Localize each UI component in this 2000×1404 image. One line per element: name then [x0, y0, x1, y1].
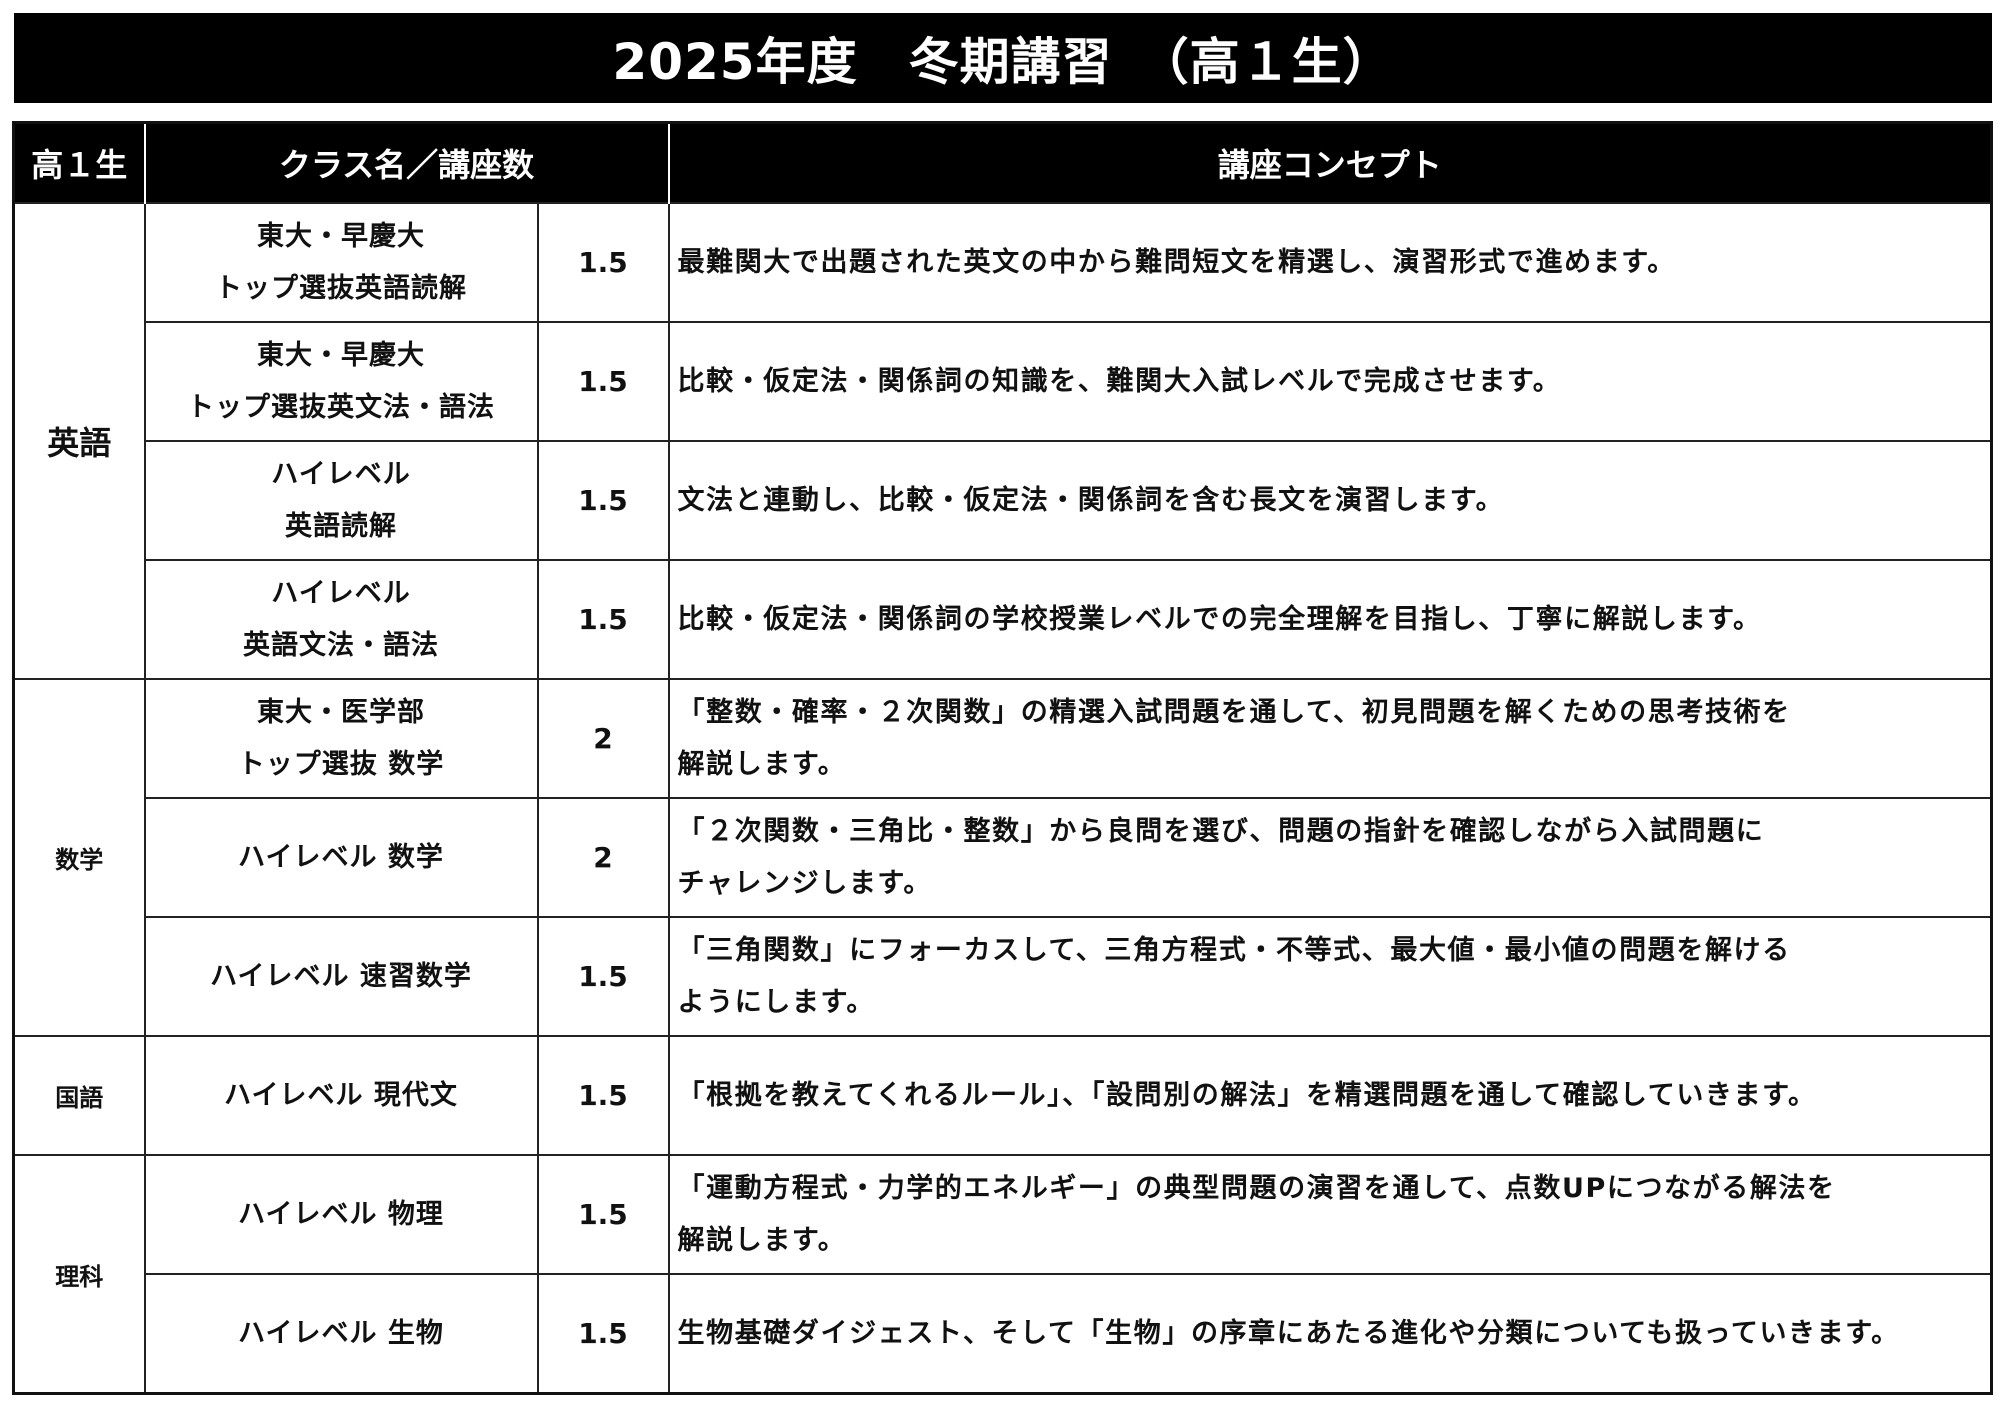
course-count-cell: 1.5	[536, 440, 670, 561]
class-name-line: ハイレベル	[271, 458, 411, 490]
table-row: 理科 ハイレベル 物理 1.5 「運動方程式・力学的エネルギー」の典型問題の演習を通し…	[12, 1154, 1993, 1395]
table-row: 英語 東大・早慶大 トップ選抜英語読解 1.5 最難関大で出題された英文の中から難問短文…	[12, 202, 1993, 680]
concept-cell: 比較・仮定法・関係詞の知識を、難関大入試レベルで完成させます。	[667, 321, 1993, 442]
course-count-cell: 1.5	[536, 559, 670, 680]
subject-cell: 理科	[12, 1154, 146, 1395]
table-row: 数学 東大・医学部 トップ選抜 数学 2 「整数・確率・２次関数」の精選入試問題を通して…	[12, 678, 1993, 1037]
class-name-line: 英語読解	[285, 510, 397, 542]
concept-cell: 「根拠を教えてくれるルール」、「設問別の解法」を精選問題を通して確認していきます…	[667, 1035, 1993, 1156]
class-name-line: ハイレベル 数学	[238, 841, 444, 873]
class-name-line: トップ選抜英文法・語法	[187, 391, 495, 423]
class-name-cell: 東大・早慶大トップ選抜英語読解	[143, 202, 539, 323]
course-count-cell: 1.5	[536, 321, 670, 442]
concept-line: 比較・仮定法・関係詞の知識を、難関大入試レベルで完成させます。	[677, 365, 1562, 397]
concept-line: チャレンジします。	[677, 867, 932, 899]
concept-line: 「根拠を教えてくれるルール」、「設問別の解法」を精選問題を通して確認していきます…	[677, 1079, 1817, 1111]
class-name-line: 東大・早慶大	[257, 220, 425, 252]
class-name-cell: ハイレベル 現代文	[143, 1035, 539, 1156]
concept-cell: 「三角関数」にフォーカスして、三角方程式・不等式、最大値・最小値の問題を解けるよ…	[667, 916, 1993, 1037]
concept-line: 解説します。	[677, 1224, 847, 1256]
class-name-cell: ハイレベル 英語読解	[143, 440, 539, 561]
class-name-cell: ハイレベル 速習数学	[143, 916, 539, 1037]
concept-cell: 比較・仮定法・関係詞の学校授業レベルでの完全理解を目指し、丁寧に解説します。	[667, 559, 1993, 680]
course-count-cell: 1.5	[536, 202, 670, 323]
class-name-line: ハイレベル 現代文	[224, 1079, 458, 1111]
class-name-line: 東大・医学部	[257, 696, 425, 728]
class-name-line: トップ選抜英語読解	[215, 272, 467, 304]
course-count-cell: 1.5	[536, 1035, 670, 1156]
subject-cell: 数学	[12, 678, 146, 1037]
concept-cell: 最難関大で出題された英文の中から難問短文を精選し、演習形式で進めます。	[667, 202, 1993, 323]
class-name-cell: 東大・医学部 トップ選抜 数学	[143, 678, 539, 799]
table-row: ハイレベル 英語文法・語法 1.5 比較・仮定法・関係詞の学校授業レベルでの完全理解を…	[14, 559, 1993, 680]
concept-line: 「２次関数・三角比・整数」から良問を選び、問題の指針を確認しながら入試問題に	[677, 815, 1765, 847]
table-row: ハイレベル 数学 2 「２次関数・三角比・整数」から良問を選び、問題の指針を確認しな…	[14, 797, 1993, 918]
table-row: 東大・早慶大 トップ選抜英文法・語法 1.5 比較・仮定法・関係詞の知識を、難関大入試…	[14, 321, 1993, 442]
concept-line: 生物基礎ダイジェスト、そして「生物」の序章にあたる進化や分類についても扱っていき…	[677, 1317, 1900, 1349]
course-count-cell: 1.5	[536, 1154, 670, 1275]
class-name-line: ハイレベル	[271, 577, 411, 609]
table-row: 国語 ハイレベル 現代文 1.5 「根拠を教えてくれるルール」、「設問別の解法」を精選…	[12, 1035, 1993, 1156]
class-name-line: ハイレベル 速習数学	[210, 960, 472, 992]
course-count-cell: 2	[536, 678, 670, 799]
concept-line: 「三角関数」にフォーカスして、三角方程式・不等式、最大値・最小値の問題を解ける	[677, 934, 1791, 966]
concept-line: 解説します。	[677, 748, 847, 780]
class-name-line: トップ選抜 数学	[237, 748, 445, 780]
course-table: 高１生 クラス名／講座数 講座コンセプト 英語 東大・早慶大 トップ選抜英語読解 1.…	[12, 121, 1993, 1395]
class-name-cell: ハイレベル英語文法・語法	[143, 559, 539, 680]
page-title: 2025年度 冬期講習 （高１生）	[14, 13, 1992, 103]
class-name-cell: ハイレベル 数学	[143, 797, 539, 918]
concept-line: 文法と連動し、比較・仮定法・関係詞を含む長文を演習します。	[677, 484, 1505, 516]
concept-cell: 「運動方程式・力学的エネルギー」の典型問題の演習を通して、点数UPにつながる解法…	[667, 1154, 1993, 1275]
header-class: クラス名／講座数	[143, 122, 669, 203]
course-count-cell: 2	[536, 797, 670, 918]
concept-cell: 生物基礎ダイジェスト、そして「生物」の序章にあたる進化や分類についても扱っていき…	[667, 1273, 1993, 1395]
table-row: ハイレベル 速習数学 1.5 「三角関数」にフォーカスして、三角方程式・不等式、最大…	[14, 916, 1993, 1037]
concept-line: 比較・仮定法・関係詞の学校授業レベルでの完全理解を目指し、丁寧に解説します。	[677, 603, 1762, 635]
table-header-row: 高１生 クラス名／講座数 講座コンセプト	[13, 122, 1992, 203]
header-concept: 講座コンセプト	[667, 122, 1992, 203]
course-count-cell: 1.5	[536, 1273, 670, 1395]
concept-cell: 「整数・確率・２次関数」の精選入試問題を通して、初見問題を解くための思考技術を解…	[667, 678, 1993, 799]
class-name-cell: ハイレベル 物理	[143, 1154, 539, 1275]
table-row: ハイレベル 英語読解 1.5 文法と連動し、比較・仮定法・関係詞を含む長文を演習します…	[14, 440, 1993, 561]
concept-line: 「運動方程式・力学的エネルギー」の典型問題の演習を通して、点数UPにつながる解法…	[677, 1172, 1836, 1204]
concept-line: ようにします。	[677, 986, 875, 1018]
concept-cell: 「２次関数・三角比・整数」から良問を選び、問題の指針を確認しながら入試問題に チャ…	[667, 797, 1993, 918]
class-name-cell: 東大・早慶大トップ選抜英文法・語法	[143, 321, 539, 442]
header-grade: 高１生	[13, 122, 145, 203]
concept-line: 「整数・確率・２次関数」の精選入試問題を通して、初見問題を解くための思考技術を	[677, 696, 1791, 728]
class-name-line: 英語文法・語法	[243, 629, 439, 661]
subject-cell: 英語	[12, 202, 146, 680]
concept-line: 最難関大で出題された英文の中から難問短文を精選し、演習形式で進めます。	[677, 246, 1676, 278]
concept-cell: 文法と連動し、比較・仮定法・関係詞を含む長文を演習します。	[667, 440, 1993, 561]
class-name-cell: ハイレベル 生物	[143, 1273, 539, 1395]
class-name-line: ハイレベル 物理	[238, 1198, 444, 1230]
course-count-cell: 1.5	[536, 916, 670, 1037]
class-name-line: 東大・早慶大	[257, 339, 425, 371]
subject-cell: 国語	[12, 1035, 146, 1156]
class-name-line: ハイレベル 生物	[238, 1317, 444, 1349]
table-row: ハイレベル 生物 1.5 生物基礎ダイジェスト、そして「生物」の序章にあたる進化や分…	[14, 1273, 1993, 1395]
